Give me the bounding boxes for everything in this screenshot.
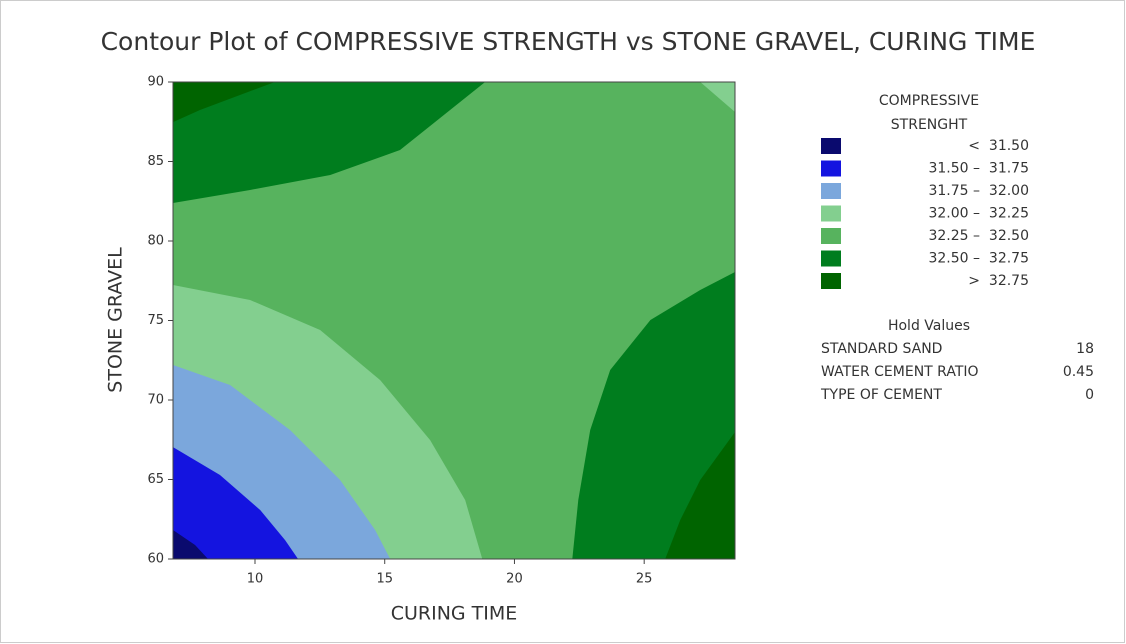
contour-region [665,431,735,559]
legend-label: 31.50 – 31.75 [928,161,1029,177]
hold-name: WATER CEMENT RATIO [821,364,979,380]
legend-label: 32.25 – 32.50 [928,228,1029,244]
chart-title: Contour Plot of COMPRESSIVE STRENGTH vs … [101,27,1036,56]
y-tick-label: 65 [147,472,164,487]
hold-title: Hold Values [888,318,970,334]
contour-region [173,447,299,559]
x-tick-label: 20 [506,572,523,587]
legend-label: 32.00 – 32.25 [928,206,1029,222]
contour-region [700,82,735,113]
hold-name: STANDARD SAND [821,341,942,357]
hold-value: 0 [1085,387,1094,403]
legend-title: COMPRESSIVE [879,93,979,109]
x-tick-label: 25 [636,572,653,587]
legend-swatch [821,250,841,267]
hold-name: TYPE OF CEMENT [820,387,942,403]
legend-swatch [821,273,841,289]
y-tick-label: 60 [147,552,164,567]
legend-swatch [821,205,841,222]
legend-swatch [821,138,841,154]
y-tick-label: 85 [147,154,164,169]
hold-value: 18 [1076,341,1094,357]
legend-swatch [821,160,841,177]
y-tick-label: 70 [147,393,164,408]
contour-region [173,82,275,123]
legend-title: STRENGHT [891,117,968,133]
legend-label: > 32.75 [968,273,1029,289]
legend-label: 31.75 – 32.00 [928,183,1029,199]
y-axis-label: STONE GRAVEL [105,247,127,393]
legend-swatch [821,228,841,244]
y-tick-label: 75 [147,313,164,328]
contour-region [572,272,735,559]
x-tick-label: 10 [247,572,264,587]
legend-label: 32.50 – 32.75 [928,251,1029,267]
y-tick-label: 80 [147,234,164,249]
x-tick-label: 15 [376,572,393,587]
legend-label: < 31.50 [968,138,1029,154]
contour-region [173,82,486,203]
legend-swatch [821,183,841,199]
x-axis-label: CURING TIME [391,603,518,625]
contour-region [173,530,209,559]
y-tick-label: 90 [147,75,164,90]
hold-value: 0.45 [1063,364,1094,380]
